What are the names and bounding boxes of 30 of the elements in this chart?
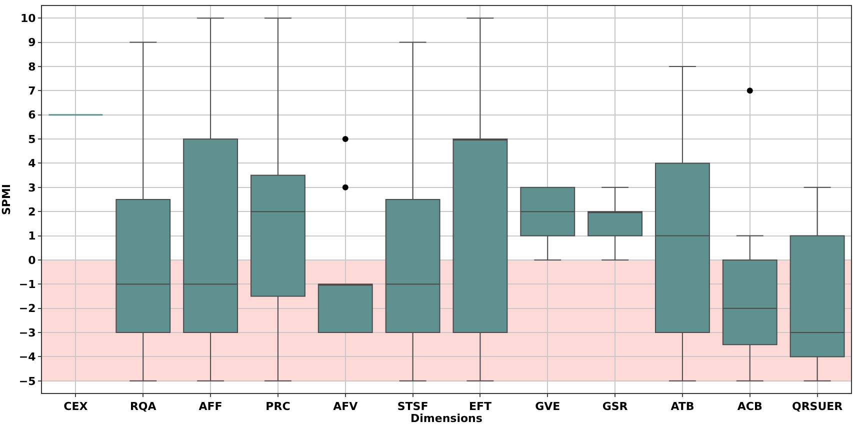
- y-tick-label: 1: [28, 230, 36, 243]
- x-axis-title: Dimensions: [410, 412, 483, 425]
- y-tick-label: −4: [18, 350, 36, 364]
- y-tick-label: −3: [18, 326, 36, 340]
- y-tick-label: 7: [28, 84, 36, 98]
- y-tick-label: 0: [28, 254, 36, 267]
- x-tick-label: GVE: [535, 400, 560, 414]
- x-tick-label: STSF: [397, 400, 428, 414]
- y-tick-label: −1: [18, 278, 36, 292]
- x-tick-label: PRC: [266, 400, 290, 414]
- y-tick-label: 9: [28, 36, 36, 50]
- y-tick-label: 4: [28, 157, 36, 170]
- y-tick-label: 8: [28, 60, 36, 74]
- x-tick-label: EFT: [468, 400, 492, 414]
- x-tick-label: ATB: [670, 400, 694, 414]
- y-tick-label: 10: [20, 12, 36, 25]
- y-tick-label: 6: [28, 108, 36, 122]
- x-tick-label: ACB: [737, 400, 762, 414]
- y-axis-title: SPMI: [0, 184, 13, 216]
- x-tick-label: QRSUER: [792, 400, 844, 414]
- x-tick-label: RQA: [130, 400, 157, 414]
- x-tick-label: GSR: [602, 400, 628, 414]
- y-tick-label: −2: [18, 302, 36, 316]
- x-tick-label: CEX: [64, 400, 88, 414]
- y-tick-label: 2: [28, 205, 36, 218]
- x-tick-label: AFV: [333, 400, 358, 414]
- y-tick-label: 3: [28, 181, 36, 194]
- y-tick-label: 5: [28, 132, 36, 146]
- y-tick-label: −5: [18, 374, 36, 388]
- x-tick-label: AFF: [198, 400, 222, 414]
